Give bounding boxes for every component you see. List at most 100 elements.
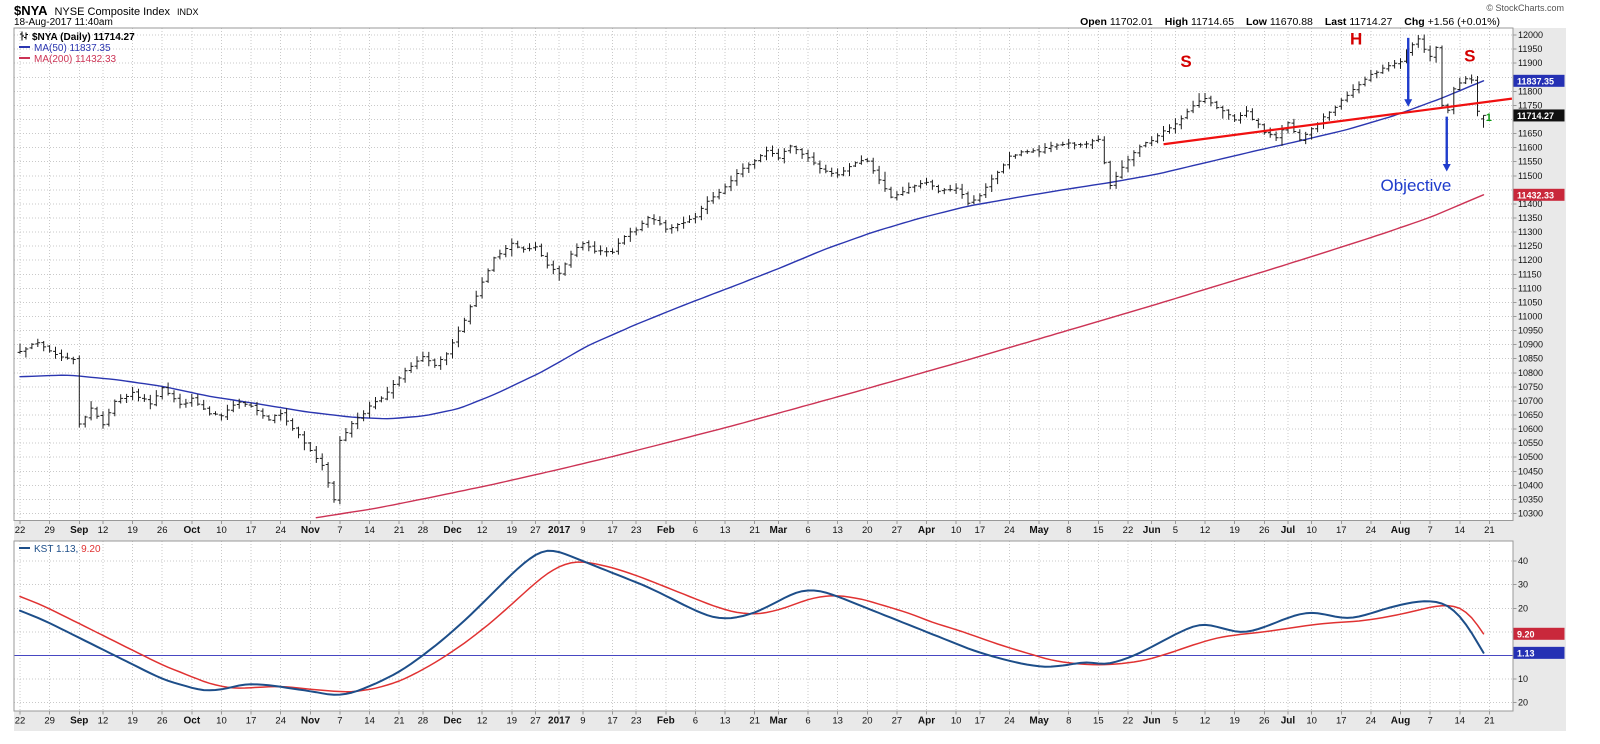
svg-text:11250: 11250 <box>1518 241 1542 251</box>
svg-text:1: 1 <box>1486 112 1492 124</box>
high-label: High <box>1164 16 1189 28</box>
symbol: $NYA <box>14 3 48 18</box>
svg-text:10: 10 <box>216 525 227 536</box>
svg-text:22: 22 <box>15 525 26 536</box>
svg-text:12: 12 <box>477 716 488 727</box>
svg-text:Jul: Jul <box>1281 716 1296 727</box>
svg-text:23: 23 <box>631 525 642 536</box>
svg-text:14: 14 <box>364 716 375 727</box>
svg-text:15: 15 <box>1093 716 1104 727</box>
svg-text:Dec: Dec <box>443 525 462 536</box>
svg-text:11000: 11000 <box>1518 311 1542 321</box>
svg-text:S: S <box>1464 46 1475 65</box>
svg-text:12: 12 <box>1200 525 1211 536</box>
svg-text:10: 10 <box>951 525 962 536</box>
svg-text:27: 27 <box>530 716 541 727</box>
svg-text:11750: 11750 <box>1518 100 1542 110</box>
svg-text:40: 40 <box>1518 556 1528 566</box>
svg-text:11714.27: 11714.27 <box>1517 111 1554 121</box>
open-value: 11702.01 <box>1109 16 1153 28</box>
svg-text:28: 28 <box>418 525 429 536</box>
chart-datetime: 18-Aug-2017 11:40am <box>14 17 113 28</box>
legend-ma200-label: MA(200) 11432.33 <box>34 54 117 65</box>
legend-ma50-row: MA(50) 11837.35 <box>19 43 135 55</box>
svg-text:28: 28 <box>418 716 429 727</box>
kst-legend: KST 1.13, 9.20 <box>19 544 101 556</box>
svg-text:7: 7 <box>337 716 342 727</box>
svg-text:5: 5 <box>1173 716 1178 727</box>
svg-text:6: 6 <box>805 525 810 536</box>
svg-text:10800: 10800 <box>1518 368 1543 378</box>
stockcharts-copyright: © StockCharts.com <box>1486 3 1564 13</box>
svg-text:12: 12 <box>477 525 488 536</box>
svg-text:10500: 10500 <box>1518 452 1543 462</box>
svg-text:Apr: Apr <box>918 716 935 727</box>
svg-text:27: 27 <box>892 525 903 536</box>
ma200-line-swatch <box>19 57 30 59</box>
svg-text:12: 12 <box>1200 716 1211 727</box>
svg-text:27: 27 <box>530 525 541 536</box>
chg-value: +1.56 (+0.01%) <box>1427 16 1500 28</box>
svg-text:10450: 10450 <box>1518 466 1543 476</box>
legend-ma200-row: MA(200) 11432.33 <box>19 54 135 66</box>
svg-text:29: 29 <box>44 525 55 536</box>
svg-text:24: 24 <box>1004 525 1015 536</box>
svg-text:24: 24 <box>1366 525 1377 536</box>
svg-text:10550: 10550 <box>1518 438 1543 448</box>
kst-value-label: KST 1.13, <box>34 544 79 555</box>
svg-text:11050: 11050 <box>1518 297 1542 307</box>
main-chart-legend: $NYA (Daily) 11714.27 MA(50) 11837.35 MA… <box>19 31 135 66</box>
svg-text:10950: 10950 <box>1518 326 1543 336</box>
svg-text:10: 10 <box>1518 674 1528 684</box>
quote-summary: Open 11702.01 High 11714.65 Low 11670.88… <box>1071 16 1500 28</box>
svg-text:8: 8 <box>1066 716 1071 727</box>
svg-text:24: 24 <box>275 716 286 727</box>
svg-text:9: 9 <box>580 716 585 727</box>
last-label: Last <box>1324 16 1347 28</box>
svg-text:19: 19 <box>1229 525 1240 536</box>
svg-text:13: 13 <box>832 525 843 536</box>
svg-text:Aug: Aug <box>1391 525 1410 536</box>
legend-ma50-label: MA(50) 11837.35 <box>34 42 111 54</box>
svg-text:29: 29 <box>44 716 55 727</box>
ohlc-bars-icon <box>20 31 28 41</box>
svg-text:21: 21 <box>749 525 760 536</box>
svg-text:21: 21 <box>1484 716 1495 727</box>
svg-text:17: 17 <box>246 525 257 536</box>
svg-text:13: 13 <box>720 525 731 536</box>
svg-text:10350: 10350 <box>1518 494 1543 504</box>
svg-text:11837.35: 11837.35 <box>1517 76 1554 86</box>
svg-text:11400: 11400 <box>1518 199 1542 209</box>
svg-text:10: 10 <box>216 716 227 727</box>
svg-text:Jun: Jun <box>1143 716 1161 727</box>
svg-text:11350: 11350 <box>1518 213 1542 223</box>
svg-text:Mar: Mar <box>770 525 788 536</box>
svg-text:11900: 11900 <box>1518 58 1542 68</box>
high-value: 11714.65 <box>1191 16 1235 28</box>
svg-text:21: 21 <box>749 716 760 727</box>
svg-text:17: 17 <box>1336 525 1347 536</box>
chart-header: $NYA NYSE Composite Index INDX <box>14 2 199 20</box>
svg-text:26: 26 <box>1259 716 1270 727</box>
svg-text:2017: 2017 <box>548 525 571 536</box>
svg-text:19: 19 <box>506 525 517 536</box>
svg-text:19: 19 <box>127 525 138 536</box>
svg-text:22: 22 <box>1123 716 1134 727</box>
svg-text:15: 15 <box>1093 525 1104 536</box>
svg-text:Jun: Jun <box>1143 525 1161 536</box>
svg-text:12: 12 <box>98 525 109 536</box>
legend-price-label: $NYA (Daily) 11714.27 <box>32 32 135 43</box>
svg-text:20: 20 <box>862 716 873 727</box>
svg-text:10: 10 <box>951 716 962 727</box>
svg-text:21: 21 <box>394 525 405 536</box>
svg-text:24: 24 <box>1004 716 1015 727</box>
svg-text:May: May <box>1029 716 1049 727</box>
svg-text:17: 17 <box>975 525 986 536</box>
svg-text:Feb: Feb <box>657 525 675 536</box>
svg-text:7: 7 <box>1428 525 1433 536</box>
svg-text:9: 9 <box>580 525 585 536</box>
svg-text:Nov: Nov <box>301 525 320 536</box>
svg-text:Oct: Oct <box>183 525 200 536</box>
svg-text:11600: 11600 <box>1518 143 1542 153</box>
